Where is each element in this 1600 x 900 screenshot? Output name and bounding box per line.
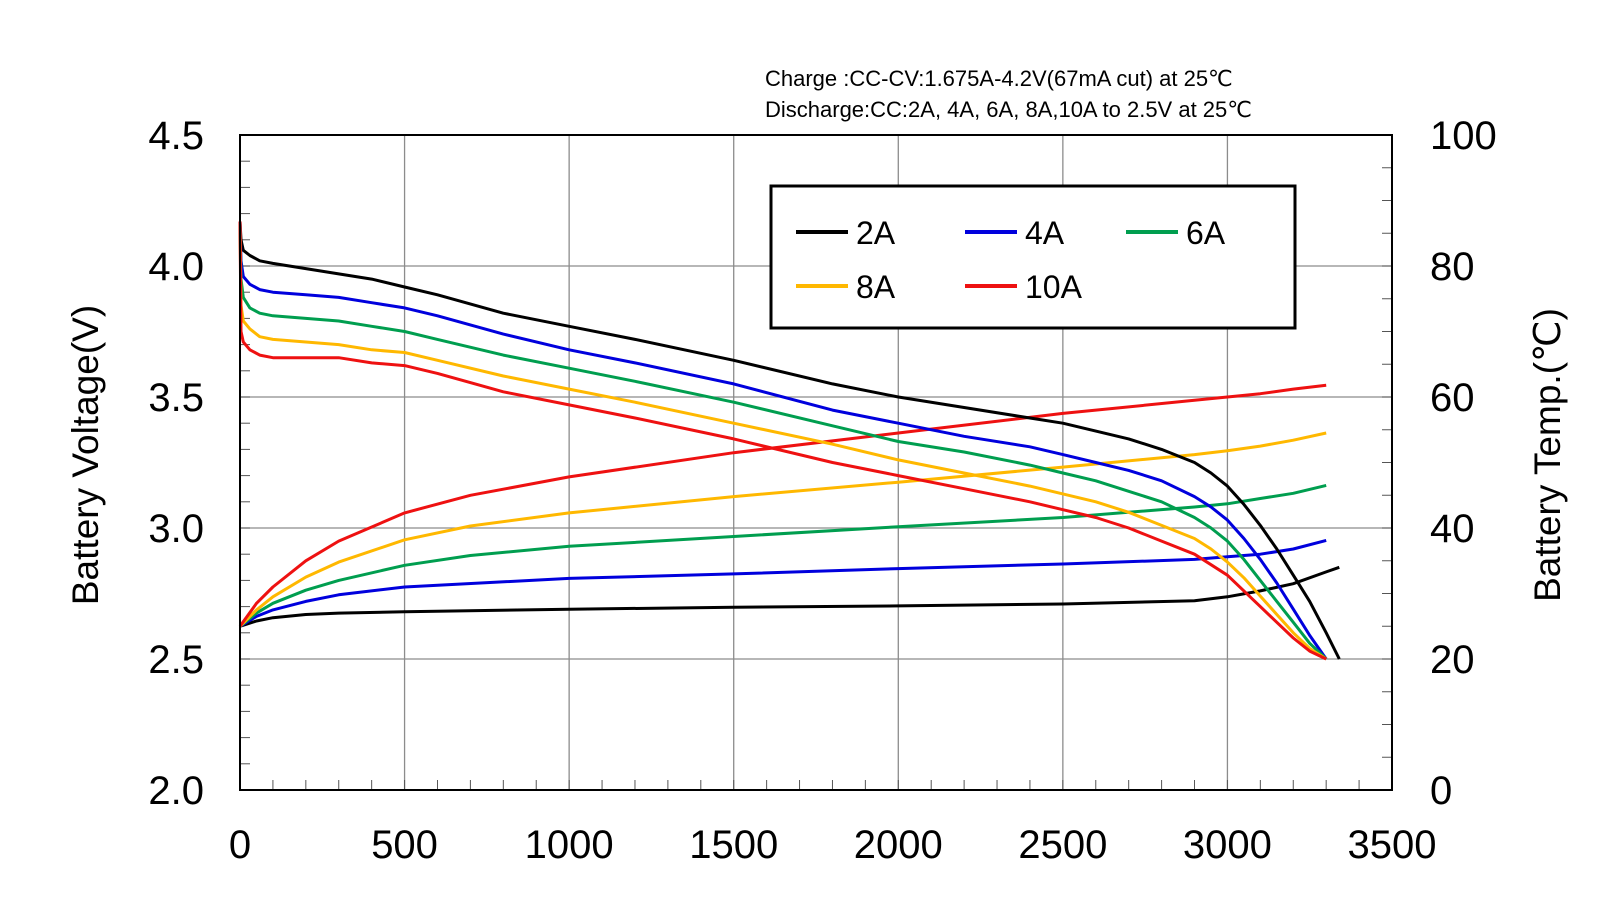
y-tick-labels: 2.0 2.5 3.0 3.5 4.0 4.5: [148, 114, 204, 813]
y-tick-label: 2.0: [148, 769, 204, 813]
y2-tick-label: 0: [1430, 769, 1452, 813]
y-tick-label: 4.5: [148, 114, 204, 158]
legend-label-6a: 6A: [1186, 215, 1226, 251]
y2-tick-label: 20: [1430, 638, 1475, 682]
x-tick-label: 2000: [854, 823, 943, 867]
y2-tick-label: 80: [1430, 245, 1475, 289]
y-axis-title: Battery Voltage(V): [65, 305, 106, 605]
y2-axis-title: Battery Temp.(℃): [1527, 308, 1568, 602]
voltage-line-8a: [238, 221, 1328, 661]
x-tick-label: 3000: [1183, 823, 1272, 867]
y-tick-label: 4.0: [148, 245, 204, 289]
temp-line-6a: [239, 483, 1327, 628]
y2-tick-label: 100: [1430, 114, 1497, 158]
legend-label-4a: 4A: [1025, 215, 1065, 251]
y-tick-label: 3.5: [148, 376, 204, 420]
y2-tick-labels: 0 20 40 60 80 100: [1430, 114, 1497, 813]
legend-box: [769, 184, 1297, 330]
voltage-line-6a: [238, 221, 1328, 661]
minor-ticks: [239, 134, 1393, 791]
x-tick-label: 0: [229, 823, 251, 867]
plot-frame: [239, 134, 1393, 791]
y-tick-label: 3.0: [148, 507, 204, 551]
temperature-curves: [238, 383, 1340, 628]
voltage-line-10a: [238, 221, 1327, 661]
temp-line-2a: [239, 565, 1340, 628]
y-tick-label: 2.5: [148, 638, 204, 682]
temp-line-10a: [238, 383, 1327, 628]
discharge-condition: Discharge:CC:2A, 4A, 6A, 8A,10A to 2.5V …: [765, 97, 1252, 122]
voltage-line-4a: [238, 221, 1328, 660]
x-tick-labels: 0 500 1000 1500 2000 2500 3000 3500: [229, 823, 1437, 867]
legend-label-2a: 2A: [856, 215, 896, 251]
legend: 2A 4A 6A 8A 10A: [769, 184, 1297, 330]
legend-label-10a: 10A: [1025, 269, 1083, 305]
x-tick-label: 1500: [689, 823, 778, 867]
x-tick-label: 2500: [1018, 823, 1107, 867]
temp-line-4a: [239, 538, 1327, 628]
x-tick-label: 3500: [1348, 823, 1437, 867]
x-tick-label: 500: [371, 823, 438, 867]
charge-condition: Charge :CC-CV:1.675A-4.2V(67mA cut) at 2…: [765, 66, 1233, 91]
legend-label-8a: 8A: [856, 269, 896, 305]
temp-line-8a: [238, 431, 1327, 628]
y2-tick-label: 40: [1430, 507, 1475, 551]
y2-tick-label: 60: [1430, 376, 1475, 420]
voltage-curves: [238, 221, 1341, 661]
x-tick-label: 1000: [525, 823, 614, 867]
voltage-line-2a: [238, 221, 1341, 660]
